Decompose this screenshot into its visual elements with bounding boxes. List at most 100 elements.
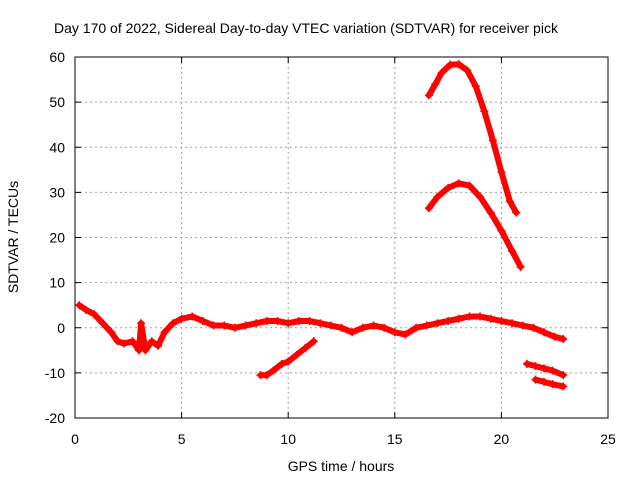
data-point [454,314,463,323]
data-point [90,310,99,319]
data-point [508,247,517,256]
data-point [424,204,433,213]
data-point [465,312,474,321]
data-point [75,301,84,310]
data-point [269,366,278,375]
data-point [550,332,559,341]
data-point [412,323,421,332]
data-point [540,364,549,373]
data-point [128,337,137,346]
data-point [209,321,218,330]
data-point [309,337,318,346]
x-tick-label: 5 [178,431,186,447]
series-trace [425,61,520,216]
data-point [548,380,557,389]
data-point [497,168,506,177]
y-tick-label: 30 [49,184,65,200]
data-point [98,319,107,328]
data-point [262,371,271,380]
data-point [465,181,474,190]
x-tick-label: 15 [387,431,403,447]
data-point [337,323,346,332]
data-point [262,316,271,325]
y-axis-label: SDTVAR / TECUs [5,181,21,293]
data-point [292,350,301,359]
data-point [476,312,485,321]
data-point [107,328,116,337]
data-point [433,192,442,201]
data-point [358,323,367,332]
data-point [433,319,442,328]
y-tick-label: 60 [49,49,65,65]
data-point [522,359,531,368]
data-points [75,60,568,391]
data-point [531,362,540,371]
data-point [454,179,463,188]
data-point [277,359,286,368]
data-point [431,80,440,89]
chart-title: Day 170 of 2022, Sidereal Day-to-day VTE… [54,20,559,36]
data-point [81,305,90,314]
data-point [137,319,146,328]
data-point [401,330,410,339]
axis-ticks: 0 5 10 15 20 25 -20 -10 0 10 20 30 40 50 60 [45,49,616,447]
data-point [446,60,455,69]
data-point [326,321,335,330]
data-point [512,208,521,217]
y-tick-label: 10 [49,275,65,291]
data-point [559,335,568,344]
y-tick-label: 40 [49,139,65,155]
data-point [444,316,453,325]
data-point [198,316,207,325]
data-point [230,323,239,332]
data-point [252,319,261,328]
data-point [486,208,495,217]
data-point [177,314,186,323]
y-tick-label: -20 [45,410,65,426]
data-point [463,66,472,75]
data-point [488,136,497,145]
series-trace [76,302,567,354]
x-tick-label: 0 [71,431,79,447]
data-point [540,377,549,386]
x-tick-label: 25 [600,431,616,447]
data-point [301,344,310,353]
y-tick-label: -10 [45,365,65,381]
data-point [348,328,357,337]
x-axis-label: GPS time / hours [288,458,395,474]
data-point [548,366,557,375]
data-point [390,328,399,337]
data-point [305,316,314,325]
data-point [147,337,156,346]
data-point [273,316,282,325]
data-point [113,337,122,346]
data-point [284,319,293,328]
data-point [559,382,568,391]
series-trace [425,180,524,270]
data-point [160,328,169,337]
data-point [437,68,446,77]
series-trace [532,376,567,390]
data-point [480,107,489,116]
data-point [486,314,495,323]
data-point [531,375,540,384]
data-point [508,319,517,328]
x-tick-label: 20 [494,431,510,447]
data-point [424,91,433,100]
data-point [380,323,389,332]
y-tick-label: 20 [49,230,65,246]
data-point [120,339,129,348]
y-tick-label: 0 [57,320,65,336]
data-point [505,197,514,206]
data-point [518,321,527,330]
data-point [540,328,549,337]
y-tick-label: 50 [49,94,65,110]
data-point [141,346,150,355]
data-point [454,60,463,69]
data-point [422,321,431,330]
data-point [220,321,229,330]
data-point [497,316,506,325]
data-point [471,82,480,91]
